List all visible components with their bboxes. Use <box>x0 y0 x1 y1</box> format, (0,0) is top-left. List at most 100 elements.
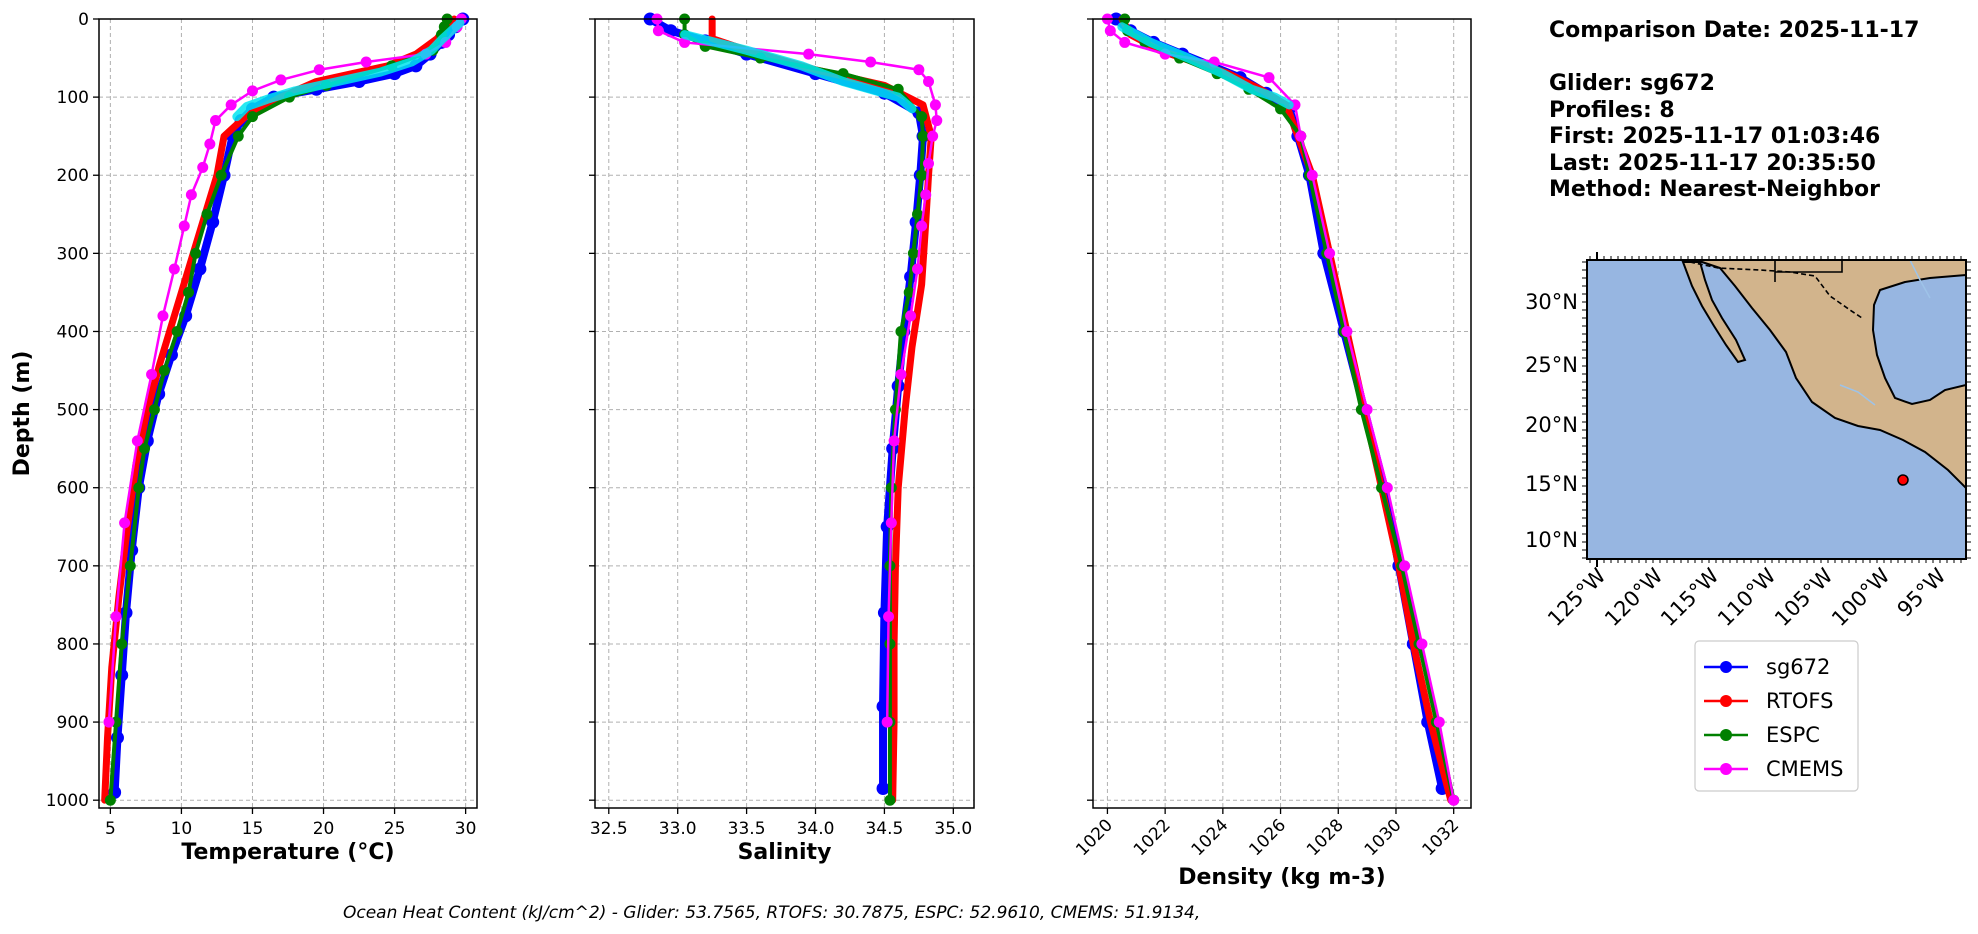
data-point-sg672 <box>876 781 890 795</box>
data-point-cmems <box>1263 72 1275 84</box>
data-point-cmems <box>865 56 877 68</box>
data-point-cmems <box>146 368 158 380</box>
data-point-cmems <box>157 310 169 322</box>
y-tick-label: 900 <box>57 713 89 733</box>
x-tick-label: 33.5 <box>728 819 766 839</box>
legend: sg672 RTOFS ESPC CMEMS <box>1694 640 1859 792</box>
data-point-espc <box>916 169 928 181</box>
data-point-espc <box>232 130 244 142</box>
x-tick-label: 34.0 <box>797 819 835 839</box>
legend-frame <box>1694 640 1859 792</box>
series-line-sg672-profiles-cyan- <box>680 30 917 114</box>
data-point-espc <box>895 325 907 337</box>
legend-label-espc: ESPC <box>1766 723 1820 747</box>
panel-temperature: 5 10 15 20 25 3001002003004005006007008009001… <box>10 10 478 865</box>
data-point-espc <box>916 111 928 123</box>
data-point-espc <box>903 286 915 298</box>
us-border <box>1774 260 1843 282</box>
data-point-cmems <box>246 85 258 97</box>
method-text: Method: Nearest-Neighbor <box>1549 177 1880 202</box>
data-point-cmems <box>210 115 222 127</box>
lon-label: 125°W <box>1543 563 1611 631</box>
data-point-cmems <box>803 48 815 60</box>
data-point-cmems <box>225 99 237 111</box>
profile-panels: 5 10 15 20 25 3001002003004005006007008009001… <box>10 10 1472 890</box>
axes-frame <box>98 18 478 809</box>
y-tick-label: 200 <box>57 166 89 186</box>
y-tick-label: 600 <box>57 479 89 499</box>
legend-marker-sg672 <box>1720 661 1732 673</box>
data-point-cmems <box>168 263 180 275</box>
data-point-cmems <box>885 517 897 529</box>
data-point-espc <box>133 482 145 494</box>
map-lat-labels: 30°N 25°N 20°N 15°N 10°N <box>1525 290 1578 552</box>
data-point-cmems <box>204 138 216 150</box>
data-point-cmems <box>905 310 917 322</box>
y-tick-label: 400 <box>57 322 89 342</box>
comparison-date-text: Comparison Date: 2025-11-17 <box>1549 18 1919 43</box>
data-point-sg672 <box>193 262 207 276</box>
data-point-cmems <box>881 716 893 728</box>
x-tick-label: 1030 <box>1361 815 1406 860</box>
data-point-espc <box>884 794 896 806</box>
data-point-cmems <box>103 716 115 728</box>
data-point-espc <box>907 247 919 259</box>
first-time-text: First: 2025-11-17 01:03:46 <box>1549 124 1880 149</box>
legend-entry: CMEMS <box>1704 757 1844 781</box>
info-block: Comparison Date: 2025-11-17 Glider: sg67… <box>1549 18 1919 202</box>
axes-frame <box>1092 18 1472 809</box>
x-tick-label: 15 <box>242 819 264 839</box>
legend-label-sg672: sg672 <box>1766 655 1830 679</box>
x-tick-label: 32.5 <box>590 819 628 839</box>
data-point-espc <box>889 404 901 416</box>
data-point-cmems <box>923 75 935 87</box>
y-axis-title: Depth (m) <box>10 351 35 477</box>
data-point-espc <box>104 794 116 806</box>
data-point-espc <box>124 560 136 572</box>
data-point-espc <box>917 130 929 142</box>
data-point-cmems <box>1448 794 1460 806</box>
data-point-cmems <box>185 189 197 201</box>
y-tick-label: 500 <box>57 401 89 421</box>
data-point-espc <box>158 365 170 377</box>
series-line-sg672-profiles-cyan- <box>1117 22 1294 110</box>
x-axis-title-salinity: Salinity <box>738 840 832 865</box>
data-point-cmems <box>888 435 900 447</box>
y-tick-label: 800 <box>57 635 89 655</box>
legend-entry: sg672 <box>1704 655 1830 679</box>
data-point-cmems <box>275 74 287 86</box>
data-point-cmems <box>1306 169 1318 181</box>
data-point-espc <box>215 169 227 181</box>
series-line-sg672 <box>646 15 928 793</box>
data-point-cmems <box>119 517 131 529</box>
ocean-heat-content-caption: Ocean Heat Content (kJ/cm^2) - Glider: 5… <box>343 903 1200 923</box>
panel-density: 1020 1022 1024 1026 1028 1030 1032 Density (kg … <box>1072 12 1472 890</box>
axes-frame <box>594 18 975 809</box>
data-point-cmems <box>1295 130 1307 142</box>
data-point-espc <box>246 111 258 123</box>
x-tick-label: 1024 <box>1188 815 1233 860</box>
lon-label: 105°W <box>1770 563 1838 631</box>
data-point-espc <box>148 404 160 416</box>
data-point-cmems <box>360 56 372 68</box>
legend-label-rtofs: RTOFS <box>1766 689 1833 713</box>
last-time-text: Last: 2025-11-17 20:35:50 <box>1549 151 1876 176</box>
series-line-cmems <box>655 17 939 724</box>
x-tick-label: 1022 <box>1130 815 1175 860</box>
gulf-of-mexico <box>1871 273 1966 406</box>
border-line <box>1689 261 1863 319</box>
x-tick-label: 33.0 <box>659 819 697 839</box>
lon-label: 100°W <box>1827 563 1895 631</box>
data-point-cmems <box>1416 638 1428 650</box>
lat-label: 20°N <box>1525 413 1578 437</box>
x-tick-label: 1032 <box>1418 815 1463 860</box>
data-point-espc <box>190 247 202 259</box>
y-tick-label: 1000 <box>46 791 89 811</box>
lat-label: 25°N <box>1525 353 1578 377</box>
data-point-cmems <box>197 161 209 173</box>
data-point-cmems <box>1119 36 1131 48</box>
data-point-cmems <box>652 25 664 37</box>
data-point-cmems <box>883 611 895 623</box>
data-point-cmems <box>923 158 935 170</box>
